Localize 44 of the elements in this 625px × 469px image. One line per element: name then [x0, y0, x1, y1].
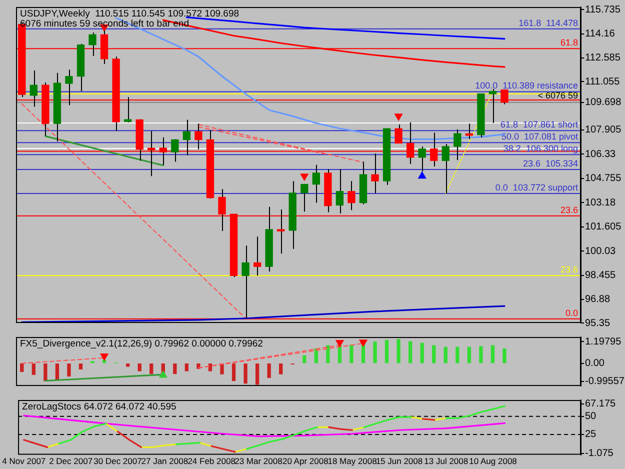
chart-title: USDJPY,Weekly 110.515 110.545 109.572 109.698: [20, 8, 240, 20]
x-tick-label: 15 Jun 2008: [376, 456, 423, 466]
y-tick-label: 114.16: [585, 28, 616, 40]
x-tick-label: 24 Feb 2008: [188, 456, 236, 466]
y-tick-label: 100.03: [585, 246, 616, 257]
ref-line-label: 161.8 114.478: [518, 18, 578, 28]
x-tick-label: 13 Jul 2008: [424, 456, 468, 466]
y-tick-label: -1.075: [585, 448, 614, 460]
y-tick-label: -0.99557: [585, 376, 625, 388]
chart-title: FX5_Divergence_v2.1(12,26,9) 0.79962 0.00000 0.79962: [20, 338, 263, 350]
chart-title: ZeroLagStocs 64.072 64.072 40.595: [22, 401, 176, 412]
x-tick-label: 10 Aug 2008: [469, 456, 518, 466]
x-tick-label: 27 Jan 2008: [141, 456, 188, 466]
y-tick-label: 103.18: [585, 197, 616, 208]
y-tick-label: 104.755: [585, 173, 622, 184]
y-tick-label: 106.33: [585, 148, 616, 160]
x-tick-label: 30 Dec 2007: [94, 456, 142, 466]
y-tick-label: 98.455: [585, 270, 616, 282]
ref-line-label: 0.0 103.772 support: [495, 182, 578, 192]
y-tick-label: 67.175: [585, 398, 616, 410]
x-tick-label: 23 Mar 2008: [234, 456, 283, 466]
y-tick-label: 96.88: [585, 294, 610, 306]
x-tick-label: 4 Nov 2007: [2, 456, 46, 466]
x-tick-label: 18 May 2008: [328, 456, 378, 466]
y-tick-label: 0.00: [585, 358, 605, 370]
annotation: 23.6: [560, 204, 578, 215]
y-tick-label: 107.905: [585, 124, 622, 136]
y-tick-label: 109.698: [585, 97, 622, 108]
y-tick-label: 115.735: [585, 4, 621, 16]
y-tick-label: 95.35: [585, 318, 610, 329]
annotation: 0.0: [565, 308, 578, 318]
y-tick-label: 101.605: [585, 222, 622, 233]
ref-line-label: 23.6 105.334: [522, 158, 578, 168]
x-tick-label: 20 Apr 2008: [282, 456, 329, 466]
annotation: 61.8: [560, 38, 578, 48]
x-tick-label: 2 Dec 2007: [49, 456, 93, 466]
ref-line-label: 61.8 107.861 short: [500, 120, 578, 130]
y-tick-label: 25: [585, 429, 597, 440]
ref-line-label: 100.0 110.389 resistance: [475, 80, 578, 91]
y-tick-label: 111.055: [585, 76, 620, 88]
annotation: 23.6: [560, 264, 578, 275]
y-tick-label: 50: [585, 411, 597, 422]
y-tick-label: 112.585: [585, 52, 621, 64]
y-tick-label: 1.19795: [585, 336, 622, 348]
